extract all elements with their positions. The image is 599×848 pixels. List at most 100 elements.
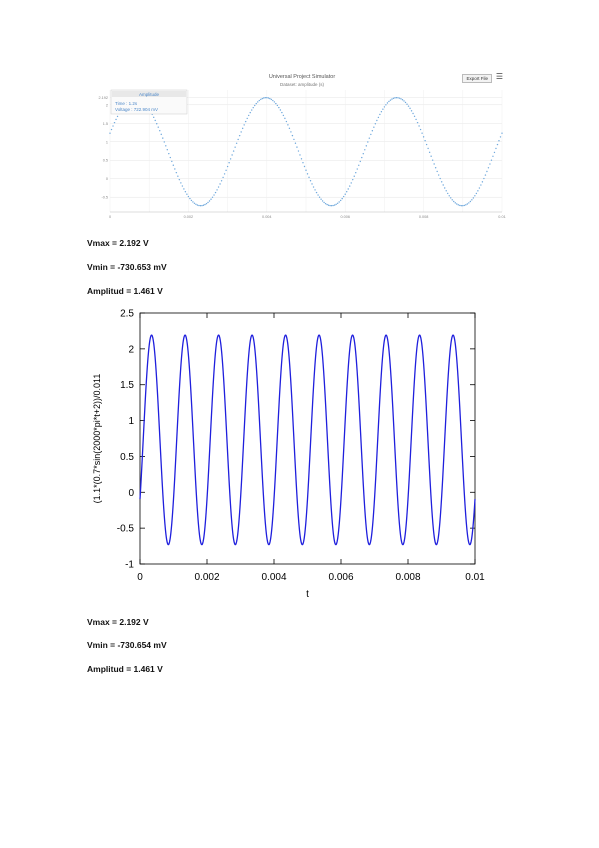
y-tick-label: 2.5 <box>120 309 134 320</box>
export-button[interactable]: Export File <box>462 74 492 83</box>
simulator-subtitle: Dataset: amplitude (s) <box>279 82 325 87</box>
plot-y-ticks: -1 -0.5 0 0.5 1 1.5 2 2.5 <box>117 309 475 571</box>
sim-data-point <box>379 113 381 116</box>
plot-x-ticks: 0 0.002 0.004 0.006 0.008 0.01 <box>137 313 485 583</box>
sim-data-point <box>445 190 447 192</box>
sim-data-point <box>427 147 429 150</box>
y-tick-label: -0.5 <box>117 524 135 535</box>
sim-data-point <box>189 197 191 200</box>
sim-data-point <box>468 202 470 204</box>
sim-data-point <box>202 204 205 206</box>
sim-data-point <box>166 149 168 151</box>
hamburger-icon[interactable]: ☰ <box>495 72 503 81</box>
sim-data-point <box>469 200 472 203</box>
sim-data-point <box>297 150 300 152</box>
sim-data-point <box>255 102 257 105</box>
sim-data-point <box>490 159 493 161</box>
sim-data-point <box>386 102 389 104</box>
sim-data-point <box>208 200 211 202</box>
sim-data-point <box>434 167 437 169</box>
sim-data-point <box>329 204 331 207</box>
sim-data-point <box>214 191 217 194</box>
sim-data-point <box>260 98 262 101</box>
sim-data-point <box>389 99 392 101</box>
sim-data-point <box>385 104 387 106</box>
sim-data-point <box>223 173 226 175</box>
sim-data-point <box>165 145 167 147</box>
sim-data-point <box>285 120 288 123</box>
sim-data-point <box>178 178 181 181</box>
sim-data-point <box>483 177 485 180</box>
sim-data-point <box>198 204 200 207</box>
sim-data-point <box>456 203 458 205</box>
y-tick-label: 2 <box>128 344 134 355</box>
simulator-series <box>109 96 503 207</box>
sim-data-point <box>392 97 395 100</box>
sim-data-point <box>400 98 402 100</box>
sim-y-tick-label: 1 <box>106 140 108 144</box>
vmax-text-2: Vmax = 2.192 V <box>87 617 149 627</box>
sim-data-point <box>113 121 116 124</box>
y-tick-label: 0 <box>128 488 134 499</box>
x-tick-label: 0.01 <box>465 572 485 583</box>
sim-data-point <box>275 102 277 105</box>
sim-data-point <box>204 203 206 206</box>
sim-data-point <box>480 184 482 186</box>
y-tick-label: 1 <box>128 416 134 427</box>
y-tick-label: 0.5 <box>120 452 134 463</box>
y-tick-label: 1.5 <box>120 380 134 391</box>
sim-data-point <box>309 180 312 182</box>
sine-plot: -1 -0.5 0 0.5 1 1.5 2 2.5 0 0.002 0.004 0.006 0.008… <box>92 309 485 601</box>
cursor-voltage: Voltage : 722.904 mV <box>115 107 158 112</box>
sim-data-point <box>367 141 369 143</box>
sim-data-point <box>374 123 377 125</box>
sim-y-tick-label: 0 <box>106 177 108 181</box>
sim-data-point <box>349 185 351 187</box>
sim-data-point <box>216 189 218 191</box>
sim-data-point <box>501 132 503 134</box>
simulator-chart: 2.192 2 1.5 1 0.5 0 -0.5 0 0.002 0.004 0.006 0.008… <box>98 89 506 219</box>
cursor-tooltip-header-bg <box>112 91 186 97</box>
sim-data-point <box>237 138 239 141</box>
sim-data-point <box>404 101 407 104</box>
sim-data-point <box>453 200 455 203</box>
sim-data-point <box>278 106 280 109</box>
sim-data-point <box>439 177 441 180</box>
sim-data-point <box>465 204 467 206</box>
sim-x-tick-label: 0 <box>109 215 111 219</box>
sim-data-point <box>249 111 251 114</box>
sim-data-point <box>153 116 155 119</box>
sim-data-point <box>219 183 221 185</box>
sim-data-point <box>193 202 196 204</box>
sim-data-point <box>324 202 327 205</box>
sim-data-point <box>327 204 330 206</box>
sim-data-point <box>291 134 294 137</box>
sim-data-point <box>388 100 390 103</box>
sim-data-point <box>471 199 473 201</box>
sim-data-point <box>238 134 241 137</box>
sim-data-point <box>288 127 291 130</box>
sim-data-point <box>169 156 172 159</box>
plot-y-label: (1.1*(0.7*sin(2000*pi*t+2))/0.011 <box>92 374 102 504</box>
sim-data-point <box>252 106 254 109</box>
sim-data-point <box>116 115 119 118</box>
sim-data-point <box>472 197 475 199</box>
sim-data-point <box>376 119 378 122</box>
x-tick-label: 0.002 <box>194 572 219 583</box>
sim-data-point <box>266 97 268 99</box>
sim-data-point <box>382 108 384 110</box>
sim-data-point <box>190 199 193 202</box>
sim-data-point <box>365 145 368 147</box>
sim-data-point <box>466 203 469 205</box>
sim-data-point <box>336 202 339 204</box>
simulator-y-ticks: 2.192 2 1.5 1 0.5 0 -0.5 <box>98 96 108 200</box>
sim-data-point <box>418 125 420 127</box>
sim-data-point <box>475 192 478 195</box>
sim-data-point <box>284 117 286 120</box>
sim-data-point <box>489 163 491 165</box>
sim-data-point <box>184 191 187 193</box>
sim-data-point <box>407 105 410 107</box>
sim-data-point <box>157 126 159 128</box>
sim-data-point <box>346 191 348 193</box>
x-tick-label: 0.008 <box>395 572 420 583</box>
